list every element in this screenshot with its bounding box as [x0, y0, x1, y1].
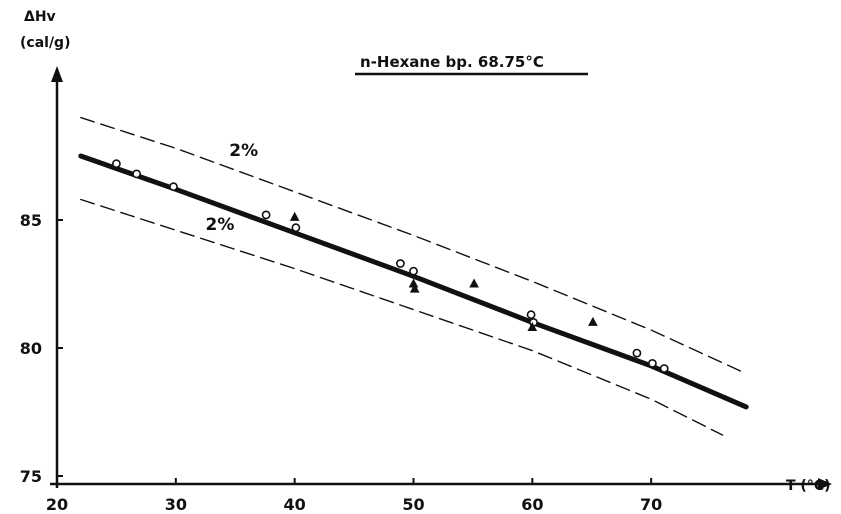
- data-point-circle: [132, 169, 141, 179]
- y-axis-label-unit: (cal/g): [20, 35, 70, 51]
- tolerance-label-upper: 2%: [229, 141, 258, 161]
- data-points: [112, 159, 669, 373]
- series-lines: [78, 116, 749, 436]
- data-point-triangle: [527, 321, 538, 331]
- data-point-circle: [261, 210, 271, 220]
- y-tick-label: 80: [20, 339, 42, 358]
- data-point-triangle: [588, 316, 598, 326]
- y-axis-arrowhead: [51, 66, 63, 82]
- lower-bound-line: [80, 198, 724, 436]
- data-point-circle: [169, 182, 178, 192]
- y-tick-label: 75: [20, 467, 42, 486]
- axes: [50, 66, 832, 490]
- data-point-triangle: [289, 211, 300, 221]
- x-tick-label: 50: [402, 495, 424, 514]
- data-point-circle: [526, 310, 536, 320]
- x-tick-label: 70: [640, 495, 662, 514]
- x-tick-label: 60: [521, 495, 543, 514]
- y-axis-label-symbol: ΔHv: [24, 9, 56, 25]
- x-tick-label: 20: [46, 495, 68, 514]
- data-point-circle: [112, 159, 121, 169]
- tick-labels: 20 30 40 50 60 70 75 80 85: [20, 211, 663, 514]
- x-tick-label: 30: [165, 495, 187, 514]
- data-point-circle: [648, 358, 657, 368]
- data-point-circle: [632, 348, 642, 358]
- data-point-circle: [291, 223, 301, 233]
- data-point-circle: [659, 364, 669, 373]
- upper-bound-line: [80, 116, 747, 375]
- data-point-triangle: [409, 283, 420, 293]
- x-axis-label: T (°C): [786, 478, 831, 494]
- data-point-triangle: [469, 278, 479, 288]
- x-axis-arrowhead: [818, 478, 832, 490]
- x-tick-label: 40: [284, 495, 306, 514]
- y-tick-label: 85: [20, 211, 42, 230]
- tolerance-label-lower: 2%: [206, 215, 235, 235]
- chart-title: n-Hexane bp. 68.75°C: [360, 53, 544, 71]
- data-point-circle: [395, 259, 405, 268]
- data-point-circle: [409, 266, 418, 276]
